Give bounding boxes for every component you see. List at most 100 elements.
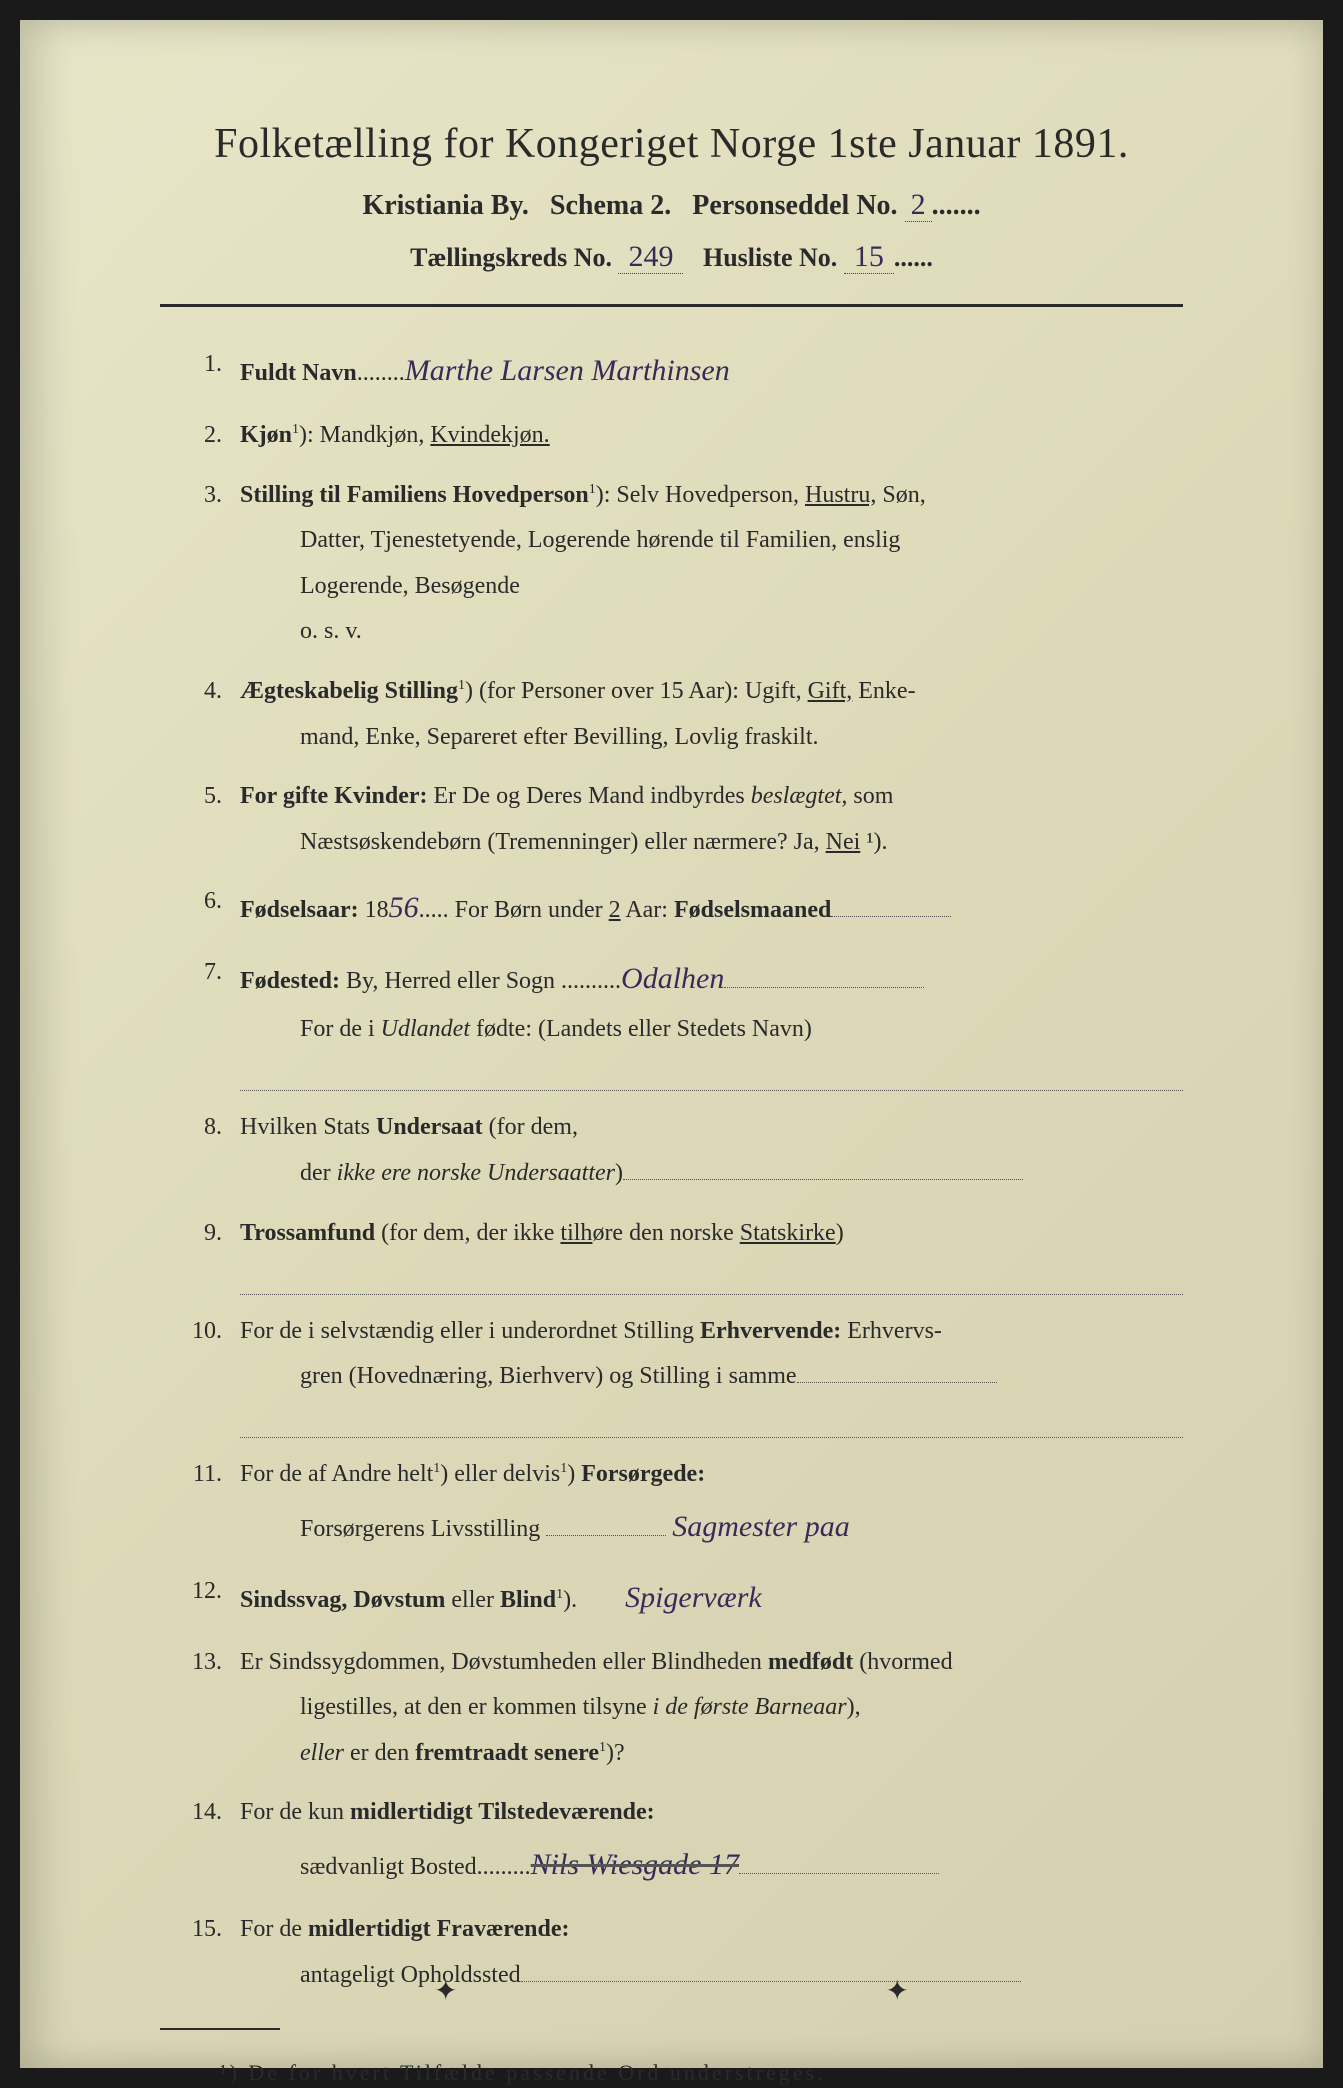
text: ) eller delvis: [440, 1461, 560, 1487]
text: For de i: [300, 1016, 381, 1042]
cont-line: gren (Hovednæring, Bierhverv) og Stillin…: [240, 1354, 1183, 1400]
italic: ikke ere norske Undersaatter: [337, 1160, 615, 1186]
text: ligestilles, at den er kommen tilsyne: [300, 1694, 653, 1720]
text: Er Sindssygdommen, Døvstumheden eller Bl…: [240, 1649, 768, 1675]
text: er den: [344, 1740, 415, 1766]
text: ): [615, 1160, 623, 1186]
sup: 1: [458, 678, 465, 693]
cont-line: mand, Enke, Separeret efter Bevilling, L…: [240, 715, 1183, 761]
field-label: Kjøn: [240, 422, 292, 448]
subsub-row: Tællingskreds No. 249 Husliste No. 15...…: [160, 240, 1183, 274]
form-header: Folketælling for Kongeriget Norge 1ste J…: [160, 120, 1183, 274]
italic: eller: [300, 1740, 344, 1766]
field-label: fremtraadt senere: [415, 1740, 599, 1766]
item-10: 10. For de i selvstændig eller i underor…: [180, 1309, 1183, 1439]
item-num: 11.: [180, 1452, 240, 1555]
field-label: For gifte Kvinder:: [240, 783, 428, 809]
text: ¹).: [860, 829, 887, 855]
text: For de kun: [240, 1799, 350, 1825]
item-num: 2.: [180, 413, 240, 459]
sup: 1: [599, 1740, 606, 1755]
text: For de i selvstændig eller i underordnet…: [240, 1318, 700, 1344]
text: For de: [240, 1916, 308, 1942]
field-label: Forsørgede:: [581, 1461, 705, 1487]
item-body: For gifte Kvinder: Er De og Deres Mand i…: [240, 774, 1183, 865]
cont-line: der ikke ere norske Undersaatter): [240, 1151, 1183, 1197]
text: ).: [563, 1587, 577, 1613]
text: (for dem, der ikke: [375, 1220, 560, 1246]
item-body: Sindssvag, Døvstum eller Blind1). Spiger…: [240, 1569, 1183, 1626]
cont-line: For de i Udlandet fødte: (Landets eller …: [240, 1007, 1183, 1053]
text: øre den norske: [592, 1220, 739, 1246]
item-num: 13.: [180, 1640, 240, 1777]
text: Aar:: [621, 897, 674, 923]
item-num: 3.: [180, 473, 240, 655]
field-label: Fødselsaar:: [240, 897, 359, 923]
text: (for dem,: [483, 1114, 578, 1140]
cont-line: Logerende, Besøgende: [240, 564, 1183, 610]
item-6: 6. Fødselsaar: 1856..... For Børn under …: [180, 879, 1183, 936]
item-num: 8.: [180, 1105, 240, 1196]
text: der: [300, 1160, 337, 1186]
husliste-no: 15: [844, 240, 894, 274]
item-num: 12.: [180, 1569, 240, 1626]
item-2: 2. Kjøn1): Mandkjøn, Kvindekjøn.: [180, 413, 1183, 459]
cont-line: eller er den fremtraadt senere1)?: [240, 1731, 1183, 1777]
item-num: 6.: [180, 879, 240, 936]
selected-option: Kvindekjøn.: [430, 422, 549, 448]
field-label: Erhvervende:: [700, 1318, 841, 1344]
field-label: Sindssvag, Døvstum: [240, 1587, 445, 1613]
census-form-page: Folketælling for Kongeriget Norge 1ste J…: [20, 20, 1323, 2068]
field-label: Stilling til Familiens Hovedperson: [240, 482, 589, 508]
item-num: 9.: [180, 1211, 240, 1295]
cont-line: ligestilles, at den er kommen tilsyne i …: [240, 1685, 1183, 1731]
personseddel-no: 2: [905, 188, 932, 222]
blank: [724, 987, 924, 988]
city-label: Kristiania By.: [362, 190, 528, 221]
cont-line: Forsørgerens Livsstilling Sagmester paa: [240, 1498, 1183, 1555]
kreds-label: Tællingskreds No.: [410, 243, 612, 272]
mark-icon: ✦: [434, 1974, 457, 2008]
mark-icon: ✦: [886, 1974, 909, 2008]
personseddel-label: Personseddel No.: [692, 190, 897, 221]
item-num: 14.: [180, 1790, 240, 1893]
text: gren (Hovednæring, Bierhverv) og Stillin…: [300, 1363, 797, 1389]
provider-value-cont: Spigerværk: [625, 1581, 762, 1614]
text: Søn,: [876, 482, 925, 508]
text: )?: [606, 1740, 625, 1766]
selected-option: Gift,: [808, 678, 853, 704]
text: Enke-: [852, 678, 915, 704]
item-num: 1.: [180, 342, 240, 399]
item-body: Kjøn1): Mandkjøn, Kvindekjøn.: [240, 413, 1183, 459]
item-12: 12. Sindssvag, Døvstum eller Blind1). Sp…: [180, 1569, 1183, 1626]
item-8: 8. Hvilken Stats Undersaat (for dem, der…: [180, 1105, 1183, 1196]
item-body: Fuldt Navn........Marthe Larsen Marthins…: [240, 342, 1183, 399]
item-num: 5.: [180, 774, 240, 865]
field-label: midlertidigt Fraværende:: [308, 1916, 570, 1942]
name-value: Marthe Larsen Marthinsen: [405, 354, 730, 387]
field-label: medfødt: [768, 1649, 853, 1675]
item-4: 4. Ægteskabelig Stilling1) (for Personer…: [180, 669, 1183, 760]
item-1: 1. Fuldt Navn........Marthe Larsen Marth…: [180, 342, 1183, 399]
text: Næstsøskendebørn (Tremenninger) eller næ…: [300, 829, 826, 855]
item-body: Ægteskabelig Stilling1) (for Personer ov…: [240, 669, 1183, 760]
footer-rule: [160, 2028, 280, 2030]
text: fødte: (Landets eller Stedets Navn): [470, 1016, 812, 1042]
blank-line: [240, 1053, 1183, 1091]
field-label: Fødselsmaaned: [674, 897, 831, 923]
selected-option: Nei: [826, 829, 861, 855]
text: (hvormed: [853, 1649, 952, 1675]
item-body: Fødselsaar: 1856..... For Børn under 2 A…: [240, 879, 1183, 936]
blank: [831, 916, 951, 917]
main-title: Folketælling for Kongeriget Norge 1ste J…: [160, 120, 1183, 168]
text: 18: [359, 897, 389, 923]
text: ),: [847, 1694, 861, 1720]
italic: i de første Barneaar: [653, 1694, 847, 1720]
u: Statskirke: [740, 1220, 836, 1246]
italic: beslægtet,: [751, 783, 848, 809]
text: Erhvervs-: [841, 1318, 942, 1344]
text: sædvanligt Bosted: [300, 1854, 477, 1880]
registration-marks: ✦ ✦: [20, 1974, 1323, 2008]
subtitle-row: Kristiania By. Schema 2. Personseddel No…: [160, 188, 1183, 222]
birthplace-value: Odalhen: [621, 962, 724, 995]
